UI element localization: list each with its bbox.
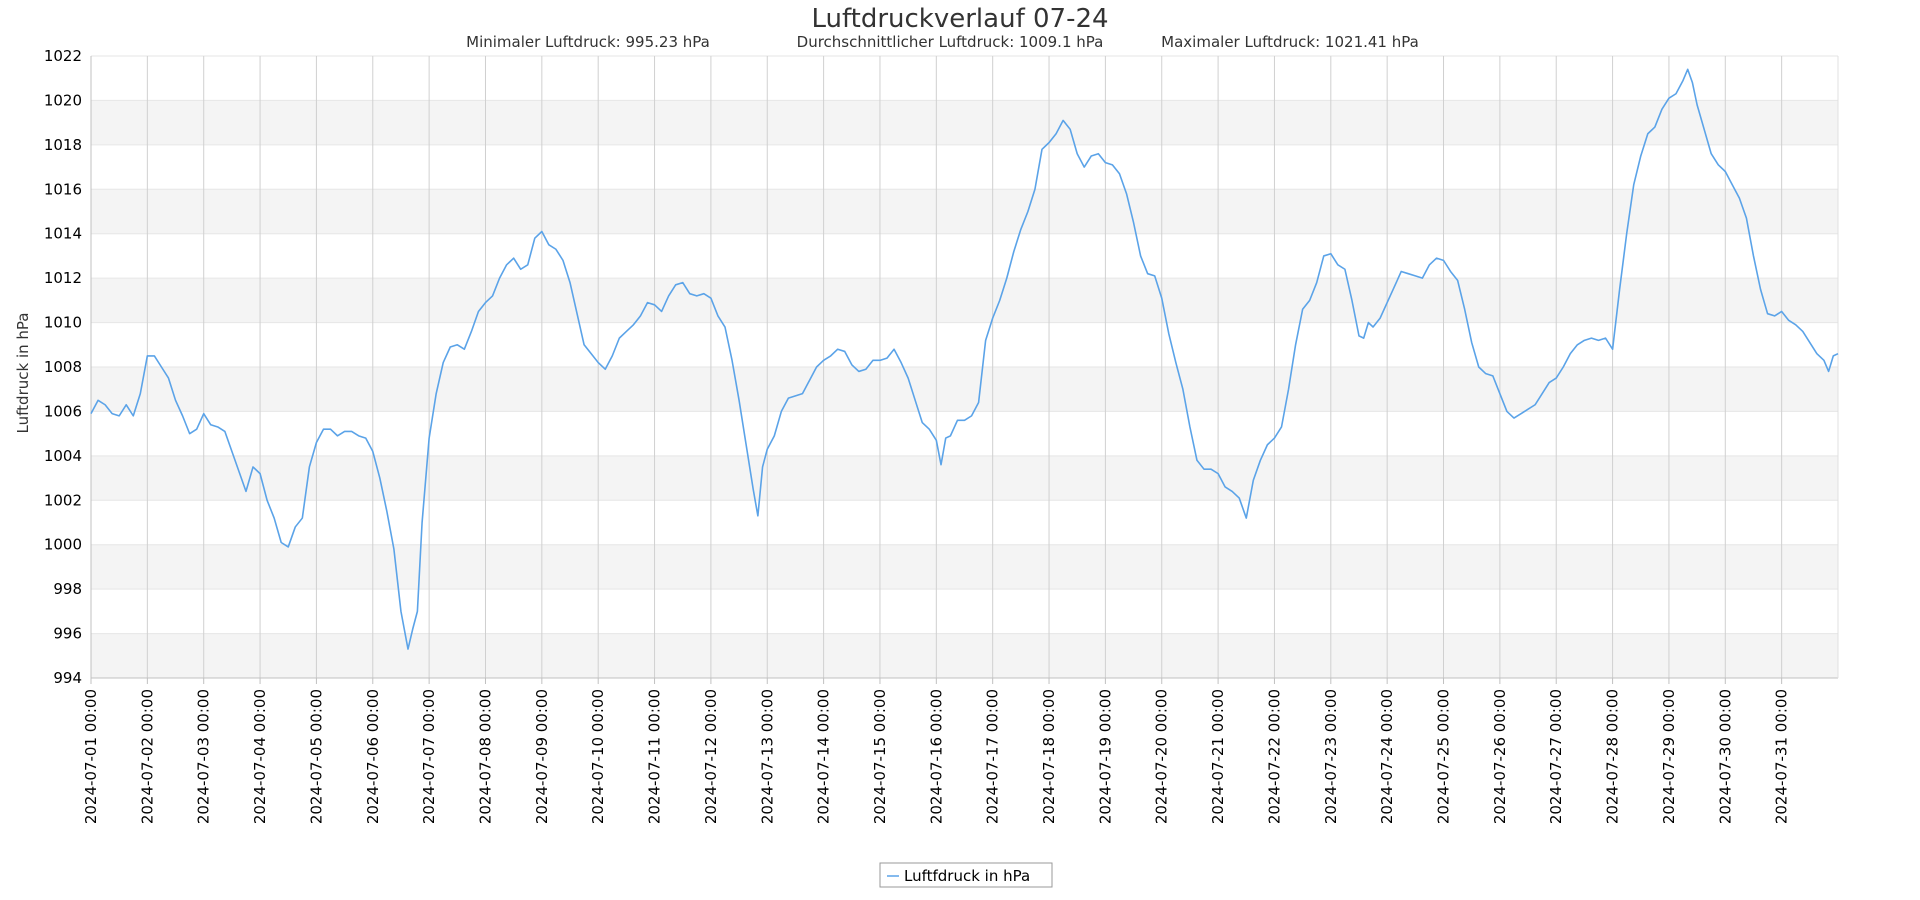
background-band	[91, 455, 1838, 501]
series-line	[90, 68, 1839, 650]
background-band	[91, 322, 1838, 367]
x-tick-label: 2024-07-20 00:00	[1153, 689, 1171, 824]
background-band	[91, 189, 1838, 234]
x-tick-label: 2024-07-09 00:00	[533, 689, 551, 824]
subtitle-max: Maximaler Luftdruck: 1021.41 hPa	[1161, 33, 1419, 51]
x-tick-label: 2024-07-03 00:00	[195, 689, 213, 824]
y-tick-label: 1008	[44, 358, 82, 376]
y-tick-label: 1012	[44, 269, 82, 287]
background-band	[91, 233, 1838, 279]
background-band	[91, 144, 1838, 190]
y-tick-label: 1010	[44, 314, 82, 332]
background-band	[91, 589, 1838, 634]
x-tick-label: 2024-07-13 00:00	[758, 689, 776, 824]
x-tick-label: 2024-07-01 00:00	[82, 689, 100, 824]
y-tick-label: 1006	[44, 402, 82, 420]
x-tick-label: 2024-07-08 00:00	[476, 689, 494, 824]
y-tick-label: 1004	[44, 447, 82, 465]
background-band	[91, 500, 1838, 545]
y-tick-label: 994	[53, 669, 82, 687]
y-tick-label: 996	[53, 625, 82, 643]
x-tick-label: 2024-07-26 00:00	[1491, 689, 1509, 824]
background-bands	[91, 56, 1838, 678]
x-tick-label: 2024-07-16 00:00	[927, 689, 945, 824]
y-tick-label: 1020	[44, 91, 82, 109]
x-tick-label: 2024-07-18 00:00	[1040, 689, 1058, 824]
x-tick-label: 2024-07-19 00:00	[1096, 689, 1114, 824]
background-band	[91, 411, 1838, 456]
x-tick-label: 2024-07-11 00:00	[646, 689, 664, 824]
y-tick-label: 998	[53, 580, 82, 598]
grid-lines	[90, 55, 1838, 679]
x-tick-label: 2024-07-07 00:00	[420, 689, 438, 824]
background-band	[91, 544, 1838, 590]
x-tick-label: 2024-07-12 00:00	[702, 689, 720, 824]
x-axis-ticks: 2024-07-01 00:00 2024-07-02 00:00 2024-07-…	[82, 678, 1791, 824]
x-tick-label: 2024-07-23 00:00	[1322, 689, 1340, 824]
chart-title: Luftdruckverlauf 07-24	[811, 4, 1108, 34]
x-tick-label: 2024-07-27 00:00	[1547, 689, 1565, 824]
x-tick-label: 2024-07-10 00:00	[589, 689, 607, 824]
background-band	[91, 100, 1838, 145]
series-group	[90, 68, 1839, 650]
y-tick-label: 1018	[44, 136, 82, 154]
x-tick-label: 2024-07-31 00:00	[1773, 689, 1791, 824]
x-tick-label: 2024-07-06 00:00	[364, 689, 382, 824]
legend-entry-label: Luftfdruck in hPa	[904, 867, 1030, 885]
background-band	[91, 367, 1838, 412]
legend-box	[879, 862, 1053, 888]
background-band	[91, 56, 1838, 101]
y-tick-label: 1000	[44, 536, 82, 554]
x-tick-label: 2024-07-15 00:00	[871, 689, 889, 824]
x-tick-label: 2024-07-17 00:00	[984, 689, 1002, 824]
plot-frame	[90, 56, 1839, 679]
legend[interactable]: Luftfdruck in hPa	[879, 862, 1053, 888]
y-tick-label: 1014	[44, 225, 82, 243]
x-tick-label: 2024-07-30 00:00	[1716, 689, 1734, 824]
subtitle-avg: Durchschnittlicher Luftdruck: 1009.1 hPa	[797, 33, 1104, 51]
x-tick-label: 2024-07-21 00:00	[1209, 689, 1227, 824]
y-axis-label: Luftdruck in hPa	[14, 313, 32, 434]
y-axis-ticks: 994 996 998 1000 1002 1004 1006 1008 1010 1012 101…	[44, 47, 82, 687]
x-tick-label: 2024-07-02 00:00	[138, 689, 156, 824]
x-tick-label: 2024-07-28 00:00	[1604, 689, 1622, 824]
x-tick-label: 2024-07-22 00:00	[1265, 689, 1283, 824]
subtitle-min: Minimaler Luftdruck: 995.23 hPa	[466, 33, 710, 51]
x-tick-label: 2024-07-29 00:00	[1660, 689, 1678, 824]
x-tick-label: 2024-07-14 00:00	[815, 689, 833, 824]
x-tick-label: 2024-07-04 00:00	[251, 689, 269, 824]
y-tick-label: 1022	[44, 47, 82, 65]
x-tick-label: 2024-07-05 00:00	[307, 689, 325, 824]
background-band	[91, 633, 1838, 678]
x-tick-label: 2024-07-25 00:00	[1435, 689, 1453, 824]
y-tick-label: 1016	[44, 180, 82, 198]
background-band	[91, 278, 1838, 323]
y-tick-label: 1002	[44, 491, 82, 509]
x-tick-label: 2024-07-24 00:00	[1378, 689, 1396, 824]
